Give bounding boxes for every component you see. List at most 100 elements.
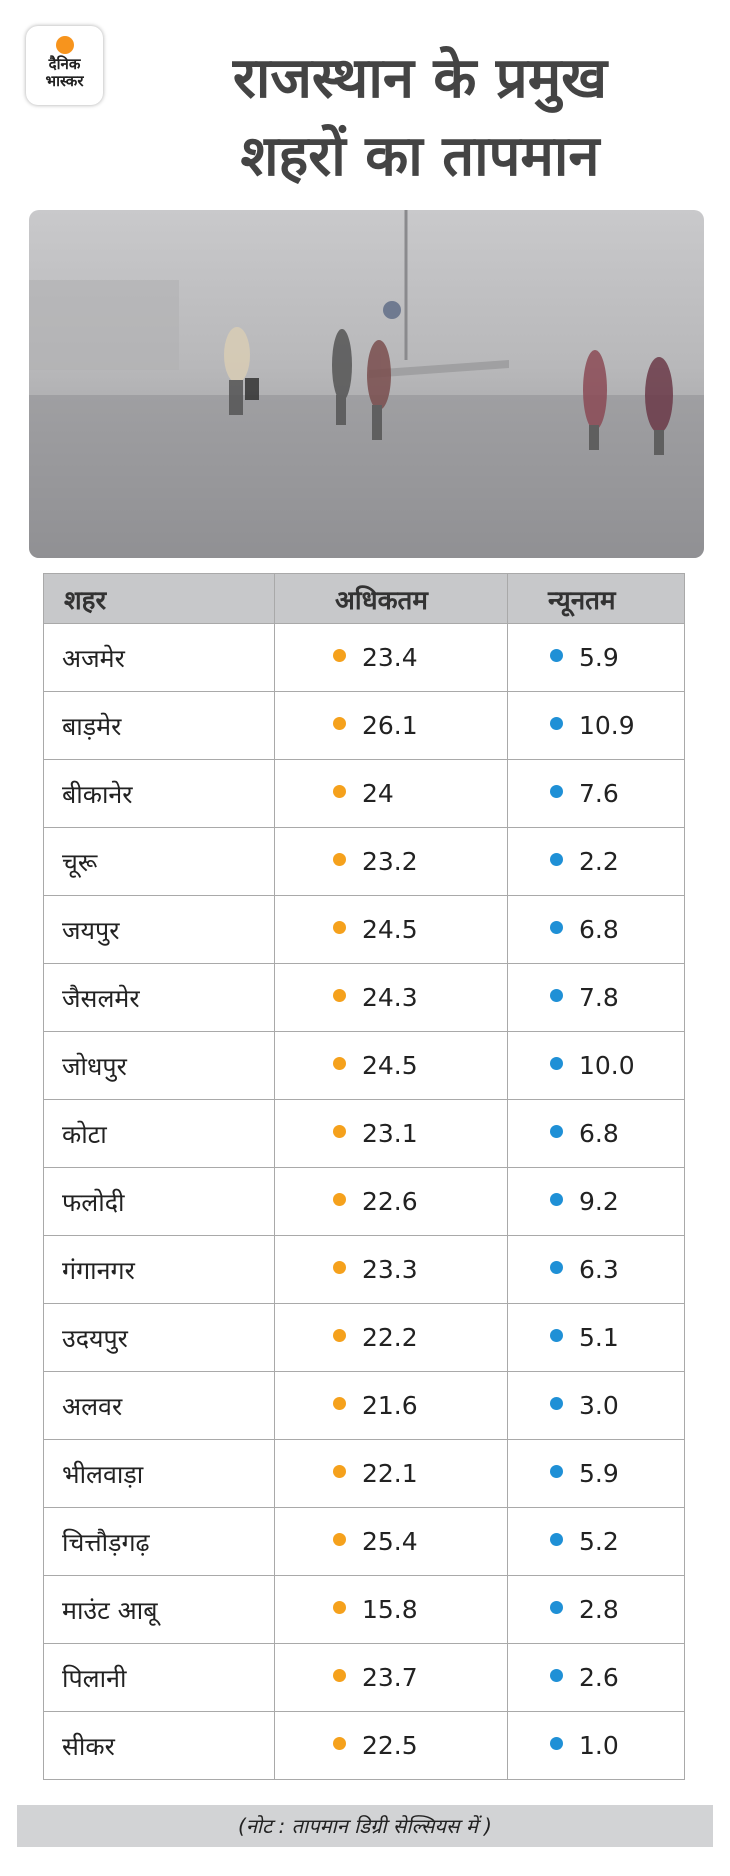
max-temp: 24.5	[362, 1051, 418, 1080]
table-row: माउंट आबू 15.8 2.8	[43, 1575, 685, 1644]
max-temp: 23.2	[362, 847, 418, 876]
blue-bullet-icon	[550, 1193, 563, 1206]
max-temp: 24.5	[362, 915, 418, 944]
min-temp: 9.2	[579, 1187, 619, 1216]
max-temp: 24.3	[362, 983, 418, 1012]
footnote: (नोट : तापमान डिग्री सेल्सियस में )	[17, 1805, 713, 1847]
city-name: पिलानी	[43, 1643, 275, 1712]
city-name: जोधपुर	[43, 1031, 275, 1100]
max-temp: 23.3	[362, 1255, 418, 1284]
max-temp: 24	[362, 779, 394, 808]
min-temp: 5.9	[579, 1459, 619, 1488]
min-temp: 1.0	[579, 1731, 619, 1760]
page-title: राजस्थान के प्रमुख शहरों का तापमान	[120, 40, 720, 196]
table-row: फलोदी 22.6 9.2	[43, 1167, 685, 1236]
city-name: बाड़मेर	[43, 691, 275, 760]
max-temp-cell: 22.5	[274, 1711, 508, 1780]
max-temp: 21.6	[362, 1391, 418, 1420]
orange-bullet-icon	[333, 1329, 346, 1342]
blue-bullet-icon	[550, 1397, 563, 1410]
min-temp-cell: 7.6	[507, 759, 685, 828]
max-temp-cell: 23.7	[274, 1643, 508, 1712]
table-row: बाड़मेर 26.1 10.9	[43, 691, 685, 760]
city-name: माउंट आबू	[43, 1575, 275, 1644]
table-row: अलवर 21.6 3.0	[43, 1371, 685, 1440]
blue-bullet-icon	[550, 1669, 563, 1682]
table-row: पिलानी 23.7 2.6	[43, 1643, 685, 1712]
blue-bullet-icon	[550, 1329, 563, 1342]
max-temp: 22.1	[362, 1459, 418, 1488]
table-header-row: शहर अधिकतम न्यूनतम	[43, 573, 685, 624]
max-temp: 23.1	[362, 1119, 418, 1148]
max-temp: 23.4	[362, 643, 418, 672]
blue-bullet-icon	[550, 1465, 563, 1478]
city-name: चूरू	[43, 827, 275, 896]
table-row: गंगानगर 23.3 6.3	[43, 1235, 685, 1304]
table-row: चित्तौड़गढ़ 25.4 5.2	[43, 1507, 685, 1576]
min-temp-cell: 6.8	[507, 1099, 685, 1168]
foggy-street-photo	[29, 210, 704, 558]
city-name: भीलवाड़ा	[43, 1439, 275, 1508]
max-temp-cell: 22.6	[274, 1167, 508, 1236]
logo-text-line2: भास्कर	[45, 72, 84, 90]
orange-bullet-icon	[333, 1193, 346, 1206]
table-row: कोटा 23.1 6.8	[43, 1099, 685, 1168]
city-name: गंगानगर	[43, 1235, 275, 1304]
table-row: जयपुर 24.5 6.8	[43, 895, 685, 964]
city-name: फलोदी	[43, 1167, 275, 1236]
min-temp: 5.1	[579, 1323, 619, 1352]
max-temp-cell: 25.4	[274, 1507, 508, 1576]
min-temp: 10.9	[579, 711, 635, 740]
min-temp: 3.0	[579, 1391, 619, 1420]
orange-bullet-icon	[333, 1261, 346, 1274]
min-temp-cell: 10.0	[507, 1031, 685, 1100]
max-temp: 22.2	[362, 1323, 418, 1352]
min-temp: 5.9	[579, 643, 619, 672]
max-temp-cell: 26.1	[274, 691, 508, 760]
max-temp-cell: 22.1	[274, 1439, 508, 1508]
title-line2: शहरों का तापमान	[240, 124, 600, 189]
min-temp-cell: 3.0	[507, 1371, 685, 1440]
city-name: चित्तौड़गढ़	[43, 1507, 275, 1576]
max-temp: 25.4	[362, 1527, 418, 1556]
max-temp-cell: 24.5	[274, 1031, 508, 1100]
blue-bullet-icon	[550, 1261, 563, 1274]
min-temp-cell: 6.3	[507, 1235, 685, 1304]
min-temp: 6.8	[579, 915, 619, 944]
min-temp: 10.0	[579, 1051, 635, 1080]
min-temp-cell: 1.0	[507, 1711, 685, 1780]
dainik-bhaskar-logo: दैनिक भास्कर	[26, 26, 103, 105]
min-temp-cell: 5.9	[507, 1439, 685, 1508]
orange-bullet-icon	[333, 717, 346, 730]
logo-text-line1: दैनिक	[48, 55, 81, 73]
orange-bullet-icon	[333, 1057, 346, 1070]
max-temp: 22.6	[362, 1187, 418, 1216]
max-temp-cell: 24.3	[274, 963, 508, 1032]
header-city: शहर	[43, 573, 275, 624]
max-temp-cell: 22.2	[274, 1303, 508, 1372]
city-name: अलवर	[43, 1371, 275, 1440]
blue-bullet-icon	[550, 785, 563, 798]
max-temp-cell: 15.8	[274, 1575, 508, 1644]
blue-bullet-icon	[550, 1601, 563, 1614]
max-temp: 15.8	[362, 1595, 418, 1624]
min-temp: 7.6	[579, 779, 619, 808]
min-temp-cell: 10.9	[507, 691, 685, 760]
orange-bullet-icon	[333, 853, 346, 866]
blue-bullet-icon	[550, 989, 563, 1002]
table-row: चूरू 23.2 2.2	[43, 827, 685, 896]
header-min: न्यूनतम	[507, 573, 685, 624]
orange-bullet-icon	[333, 1125, 346, 1138]
city-name: सीकर	[43, 1711, 275, 1780]
orange-bullet-icon	[333, 1397, 346, 1410]
min-temp: 2.6	[579, 1663, 619, 1692]
blue-bullet-icon	[550, 717, 563, 730]
blue-bullet-icon	[550, 1737, 563, 1750]
city-name: जैसलमेर	[43, 963, 275, 1032]
max-temp-cell: 23.1	[274, 1099, 508, 1168]
min-temp: 6.8	[579, 1119, 619, 1148]
table-row: सीकर 22.5 1.0	[43, 1711, 685, 1780]
orange-bullet-icon	[333, 1465, 346, 1478]
table-row: बीकानेर 24 7.6	[43, 759, 685, 828]
min-temp-cell: 6.8	[507, 895, 685, 964]
